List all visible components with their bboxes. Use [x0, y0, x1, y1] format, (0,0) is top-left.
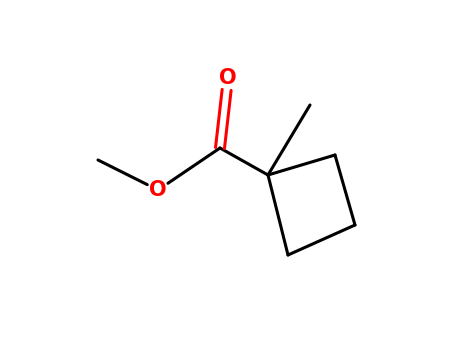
Text: O: O: [149, 180, 167, 200]
Text: O: O: [219, 68, 237, 88]
